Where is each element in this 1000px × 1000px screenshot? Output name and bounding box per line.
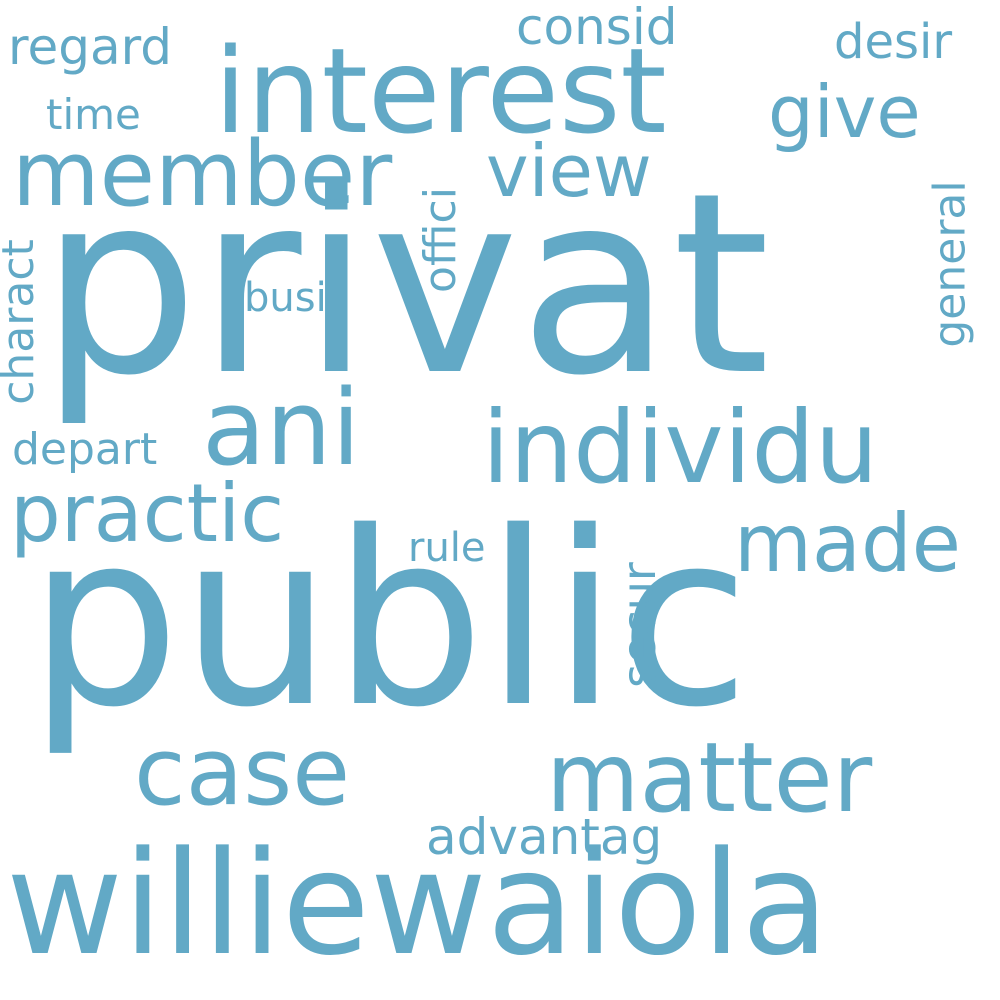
word-advantag: advantag	[426, 808, 663, 866]
word-interest: interest	[214, 22, 667, 160]
word-secur: secur	[611, 562, 666, 688]
word-made: made	[734, 497, 961, 590]
word-matter: matter	[546, 722, 873, 834]
word-individu: individu	[482, 389, 879, 506]
word-offici: offici	[414, 187, 466, 293]
word-busi: busi	[244, 275, 327, 321]
word-desir: desir	[834, 14, 953, 70]
word-rule: rule	[408, 525, 486, 571]
word-case: case	[134, 718, 351, 827]
word-member: member	[12, 122, 393, 227]
word-view: view	[486, 129, 652, 213]
word-charact: charact	[0, 239, 44, 405]
word-regard: regard	[8, 18, 173, 76]
word-public: public	[28, 480, 751, 760]
word-depart: depart	[12, 424, 158, 475]
word-time: time	[46, 90, 141, 139]
word-give: give	[768, 70, 921, 154]
word-consid: consid	[516, 0, 678, 56]
word-privat: privat	[40, 139, 771, 430]
word-general: general	[924, 180, 976, 348]
word-practic: practic	[10, 467, 285, 560]
word-williewaiola: williewaiola	[6, 820, 830, 987]
word-ani: ani	[202, 367, 361, 489]
